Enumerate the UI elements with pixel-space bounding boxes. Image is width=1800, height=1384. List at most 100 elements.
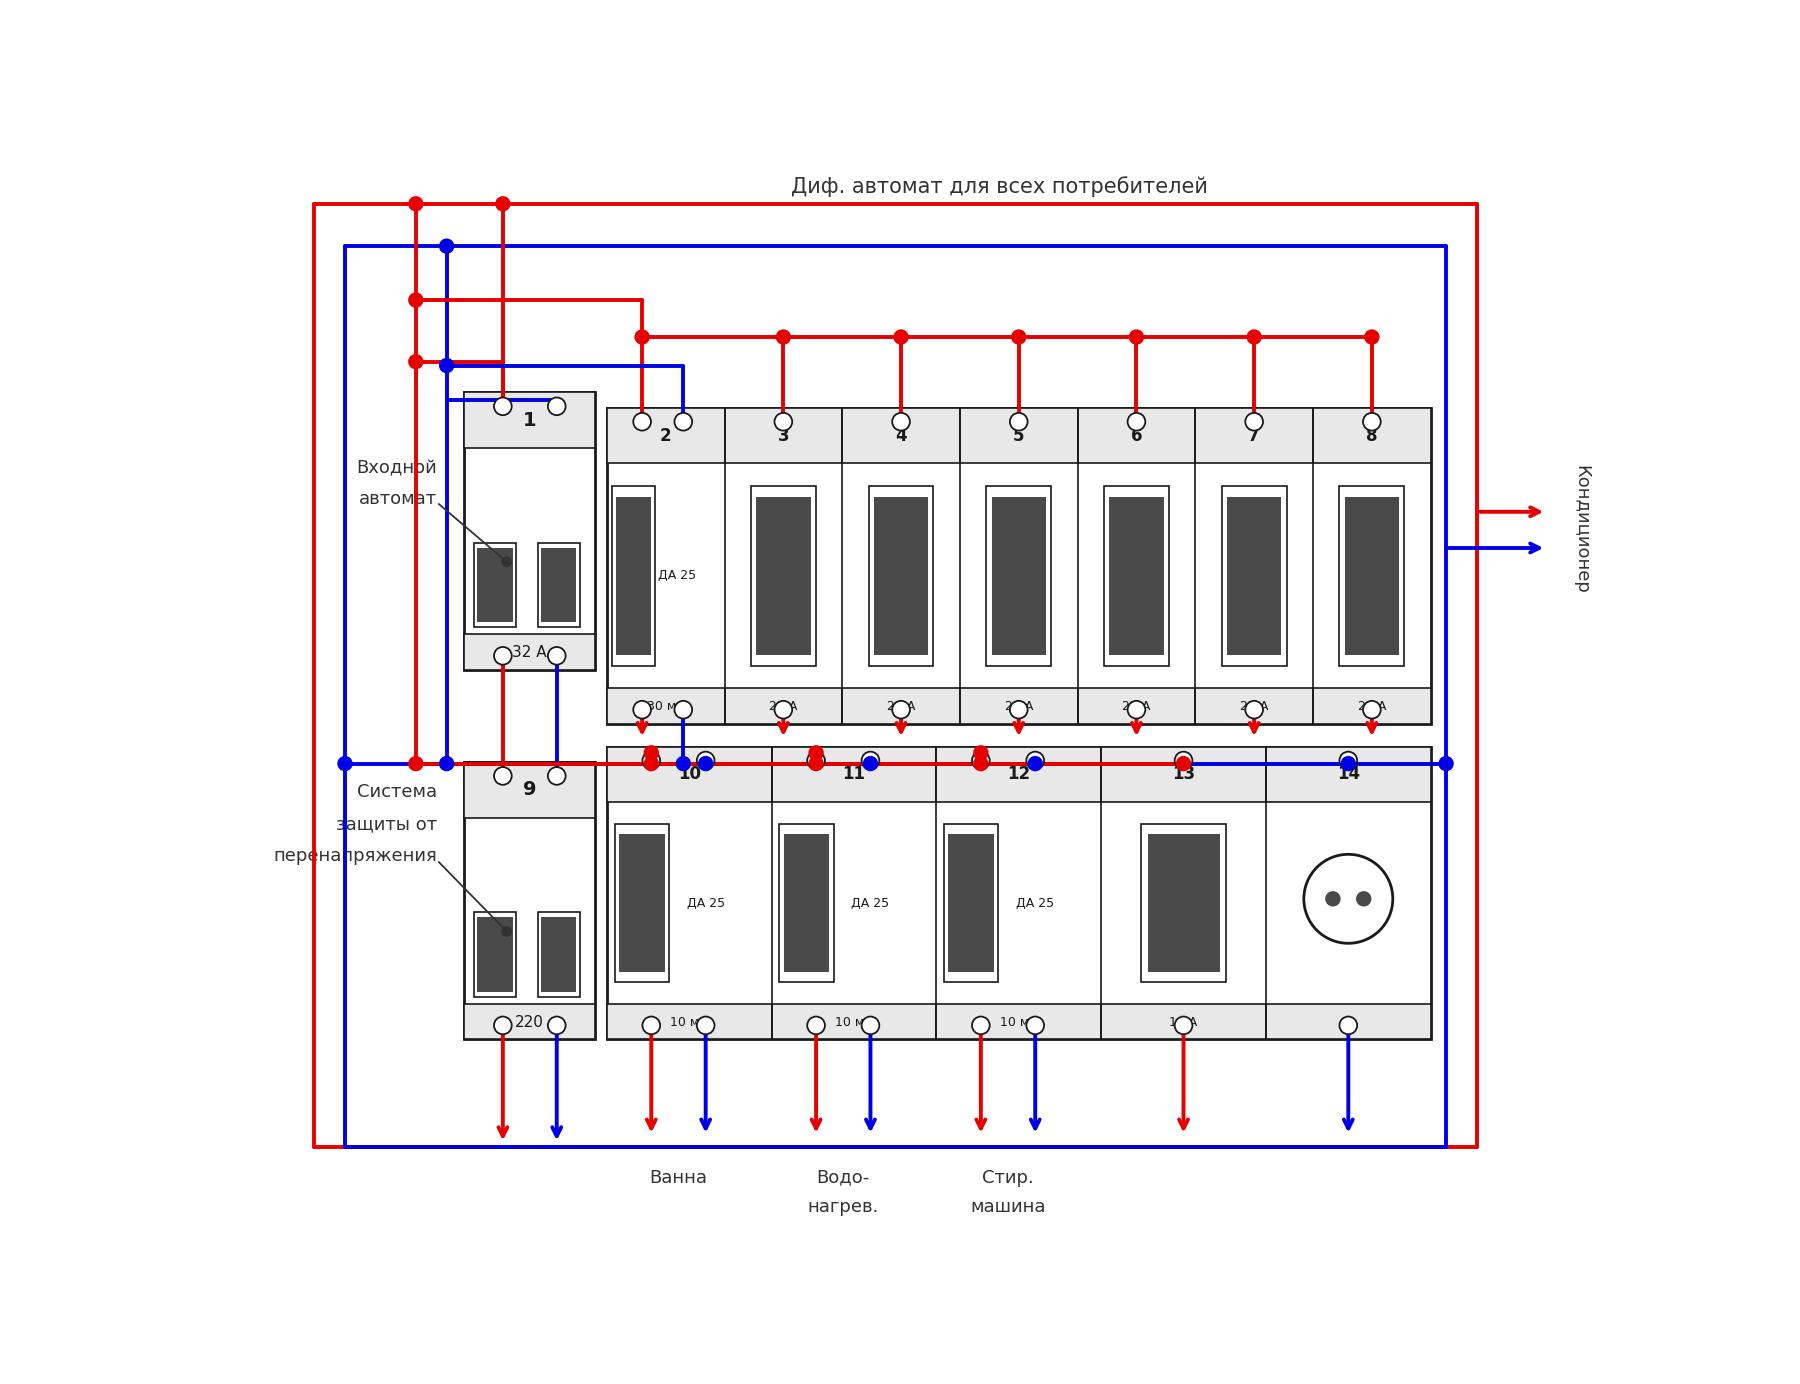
Bar <box>538 912 580 996</box>
Bar <box>473 543 517 627</box>
Circle shape <box>634 412 652 430</box>
Circle shape <box>1363 700 1381 718</box>
Text: 5: 5 <box>1013 426 1024 444</box>
Bar <box>936 746 1102 803</box>
Circle shape <box>493 1016 511 1034</box>
Bar <box>540 548 576 623</box>
Bar <box>1141 825 1226 981</box>
Bar <box>607 688 725 724</box>
Circle shape <box>1026 1016 1044 1034</box>
Circle shape <box>893 329 909 345</box>
Bar <box>607 1003 772 1039</box>
Bar <box>959 408 1078 464</box>
Circle shape <box>862 752 880 770</box>
Text: перенапряжения: перенапряжения <box>274 847 437 865</box>
Bar <box>464 393 596 670</box>
Circle shape <box>409 354 423 370</box>
Circle shape <box>862 1016 880 1034</box>
Circle shape <box>776 329 790 345</box>
Text: защиты от: защиты от <box>337 815 437 833</box>
Text: 25 А: 25 А <box>1240 700 1269 713</box>
Circle shape <box>974 745 988 761</box>
Bar <box>1078 408 1195 464</box>
Circle shape <box>547 1016 565 1034</box>
Circle shape <box>1246 329 1262 345</box>
Bar <box>756 497 810 655</box>
Text: Входной: Входной <box>356 459 437 477</box>
Circle shape <box>493 397 511 415</box>
Bar <box>464 393 596 448</box>
Circle shape <box>1246 412 1264 430</box>
Bar <box>619 833 664 972</box>
Circle shape <box>893 412 911 430</box>
Circle shape <box>774 412 792 430</box>
Circle shape <box>1127 412 1145 430</box>
Circle shape <box>675 700 693 718</box>
Circle shape <box>643 752 661 770</box>
Bar <box>464 763 596 818</box>
Circle shape <box>1246 700 1264 718</box>
Text: 1: 1 <box>524 411 536 429</box>
Circle shape <box>806 752 824 770</box>
Circle shape <box>634 329 650 345</box>
Bar <box>1195 688 1312 724</box>
Circle shape <box>439 238 454 253</box>
Circle shape <box>1325 891 1341 907</box>
Bar <box>1339 486 1404 666</box>
Circle shape <box>634 700 652 718</box>
Text: 8: 8 <box>1366 426 1377 444</box>
Bar <box>1078 688 1195 724</box>
Bar <box>1102 1003 1265 1039</box>
Text: ДА 25: ДА 25 <box>659 569 697 583</box>
Text: 16 А: 16 А <box>1170 1016 1197 1028</box>
Text: автомат: автомат <box>360 490 437 508</box>
Text: 6: 6 <box>1130 426 1143 444</box>
Bar <box>607 408 725 464</box>
Circle shape <box>974 756 988 771</box>
Circle shape <box>1127 700 1145 718</box>
Text: Водо-: Водо- <box>817 1168 869 1186</box>
Text: машина: машина <box>970 1199 1046 1217</box>
Text: ДА 25: ДА 25 <box>1017 897 1055 909</box>
Text: Система: Система <box>356 782 437 800</box>
Text: 4: 4 <box>895 426 907 444</box>
Circle shape <box>1175 756 1192 771</box>
Text: 10 мА: 10 мА <box>999 1016 1037 1028</box>
Circle shape <box>697 752 715 770</box>
Circle shape <box>644 745 659 761</box>
Circle shape <box>1026 752 1044 770</box>
Text: 12: 12 <box>1008 765 1030 783</box>
Circle shape <box>1363 412 1381 430</box>
Bar <box>464 763 596 1039</box>
Bar <box>1312 408 1431 464</box>
Text: 30 мА: 30 мА <box>646 700 684 713</box>
Bar <box>779 825 833 981</box>
Bar <box>1103 486 1168 666</box>
Circle shape <box>439 358 454 374</box>
Bar <box>464 634 596 670</box>
Bar <box>1312 688 1431 724</box>
Bar <box>986 486 1051 666</box>
Circle shape <box>409 756 423 771</box>
Bar <box>612 486 655 666</box>
Circle shape <box>698 756 713 771</box>
Circle shape <box>893 700 911 718</box>
Bar <box>1345 497 1399 655</box>
Circle shape <box>547 767 565 785</box>
Bar <box>959 688 1078 724</box>
Circle shape <box>1028 756 1042 771</box>
Circle shape <box>774 700 792 718</box>
Circle shape <box>495 197 511 212</box>
Bar <box>616 497 652 655</box>
Circle shape <box>862 756 878 771</box>
Bar <box>540 918 576 992</box>
Circle shape <box>643 1016 661 1034</box>
Bar <box>943 825 999 981</box>
Bar <box>725 688 842 724</box>
Text: 11: 11 <box>842 765 866 783</box>
Text: 3: 3 <box>778 426 788 444</box>
Circle shape <box>1010 700 1028 718</box>
Bar <box>538 543 580 627</box>
Circle shape <box>547 646 565 664</box>
Circle shape <box>808 756 824 771</box>
